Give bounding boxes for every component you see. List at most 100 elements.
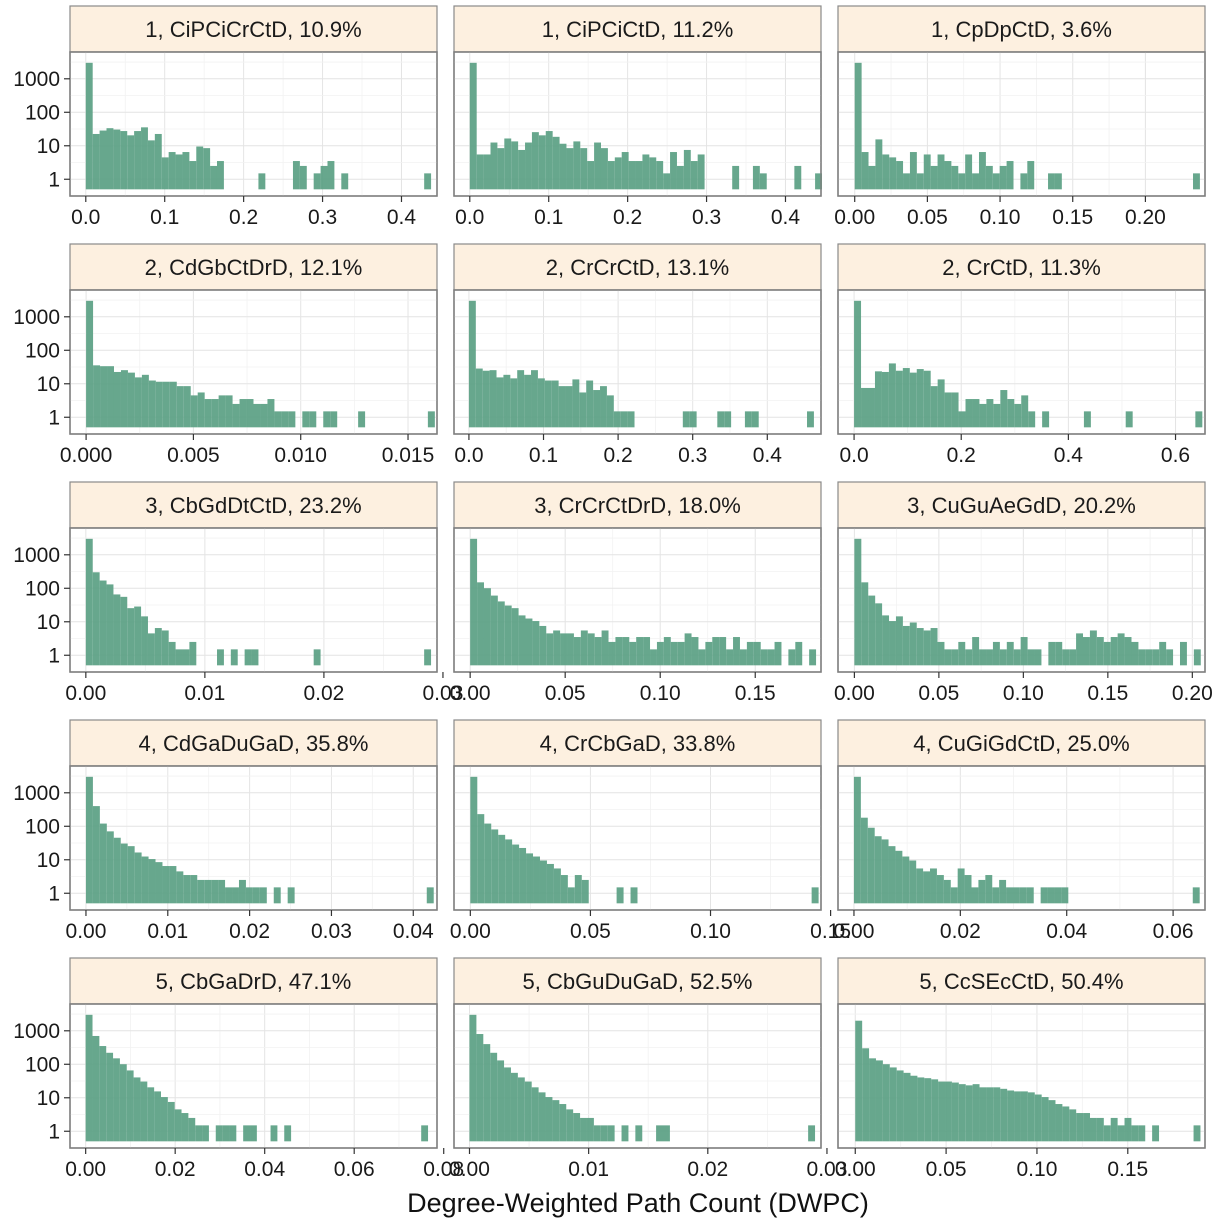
- histogram-bar: [106, 831, 114, 904]
- histogram-bar: [100, 366, 108, 428]
- histogram-bar: [662, 1125, 670, 1142]
- histogram-bar: [176, 871, 184, 904]
- histogram-bar: [944, 161, 952, 190]
- histogram-bar: [330, 411, 338, 428]
- histogram-bar: [902, 856, 910, 904]
- x-tick-label: 0.02: [229, 920, 270, 943]
- histogram-bar: [195, 1125, 203, 1142]
- y-tick-label: 10: [37, 611, 60, 634]
- histogram-bar: [358, 411, 366, 428]
- histogram-bar: [726, 649, 734, 666]
- histogram-bar: [930, 868, 937, 904]
- histogram-bar: [476, 154, 484, 190]
- facet-title: 1, CiPCiCrCtD, 10.9%: [145, 17, 361, 42]
- histogram-bar: [1089, 630, 1097, 666]
- x-tick-label: 0.4: [1054, 444, 1084, 467]
- histogram-bar: [978, 152, 986, 190]
- histogram-bar: [567, 887, 575, 904]
- x-tick-label: 0.0: [454, 444, 483, 467]
- histogram-bar: [608, 641, 616, 666]
- x-tick-label: 0.20: [1125, 206, 1166, 229]
- histogram-bar: [85, 776, 93, 904]
- histogram-bar: [245, 887, 253, 904]
- x-tick-label: 0.4: [387, 206, 417, 229]
- histogram-bar: [1028, 411, 1036, 428]
- histogram-bar: [739, 649, 747, 666]
- histogram-bar: [950, 887, 958, 904]
- histogram-bar: [670, 641, 678, 666]
- histogram-bar: [134, 131, 142, 190]
- x-tick-label: 0.05: [926, 1158, 967, 1181]
- histogram-bar: [204, 399, 212, 428]
- histogram-bar: [979, 1087, 987, 1142]
- histogram-bar: [141, 856, 149, 904]
- histogram-bar: [113, 129, 121, 190]
- histogram-bar: [943, 879, 951, 904]
- histogram-bar: [183, 875, 191, 904]
- y-tick-label: 100: [25, 101, 60, 124]
- y-tick-label: 1000: [13, 1020, 60, 1043]
- histogram-bar: [1055, 641, 1063, 666]
- histogram-bar: [979, 649, 987, 666]
- histogram-bar: [1020, 173, 1028, 190]
- histogram-bar: [518, 615, 526, 666]
- histogram-bar: [1013, 649, 1021, 666]
- y-axis: 1 10 100 1000: [13, 544, 70, 667]
- histogram-bar: [1110, 637, 1118, 666]
- facet-strip: [69, 5, 438, 53]
- histogram-bar: [238, 879, 246, 904]
- plot-border: [453, 527, 822, 673]
- histogram-bar: [127, 372, 135, 428]
- histogram-bar: [1138, 649, 1146, 666]
- facet-panel: 4, CuGiGdCtD, 25.0% 0.00 0.02 0.04 0.06: [834, 719, 1206, 943]
- histogram-bar: [168, 152, 176, 190]
- histogram-bar: [1027, 1092, 1035, 1142]
- histogram-bar: [113, 837, 121, 904]
- x-axis-title: Degree-Weighted Path Count (DWPC): [407, 1188, 869, 1218]
- histogram-bar: [889, 1067, 897, 1142]
- histogram-bar: [287, 887, 295, 904]
- histogram-bar: [503, 374, 511, 428]
- histogram-bar: [586, 380, 594, 428]
- histogram-bar: [341, 173, 349, 190]
- histogram-bar: [292, 161, 300, 190]
- histogram-bar: [1006, 887, 1013, 904]
- histogram-bar: [531, 132, 539, 190]
- histogram-bar: [1131, 1125, 1139, 1142]
- histogram-bar: [183, 386, 191, 428]
- histogram-bar: [511, 608, 519, 666]
- histogram-bar: [896, 161, 904, 190]
- x-tick-label: 0.04: [393, 920, 434, 943]
- histogram-bar: [468, 300, 476, 428]
- y-tick-label: 100: [25, 577, 60, 600]
- histogram-bar: [496, 377, 504, 428]
- histogram-bar: [232, 887, 239, 904]
- y-tick-label: 100: [25, 1053, 60, 1076]
- histogram-bar: [211, 879, 219, 904]
- plot-border: [69, 527, 438, 673]
- histogram-bar: [937, 641, 945, 666]
- histogram-bars: [853, 776, 1200, 904]
- x-tick-label: 0.08: [423, 1158, 464, 1181]
- histogram-bar: [168, 641, 176, 666]
- histogram-bar: [964, 875, 972, 904]
- histogram-bar: [808, 1125, 816, 1142]
- x-tick-label: 0.00: [834, 206, 875, 229]
- histogram-bar: [944, 392, 952, 428]
- histogram-bar: [174, 1109, 182, 1142]
- histogram-bar: [593, 1125, 601, 1142]
- facet-strip: [453, 243, 822, 291]
- histogram-bar: [751, 411, 759, 428]
- histogram-bar: [600, 1125, 608, 1142]
- histogram-bar: [580, 1117, 587, 1142]
- x-tick-label: 0.02: [687, 1158, 728, 1181]
- histogram-bar: [1103, 641, 1111, 666]
- histogram-bar: [767, 649, 775, 666]
- histogram-bar: [99, 1046, 107, 1142]
- histogram-bar: [1000, 390, 1008, 428]
- histogram-bar: [284, 1125, 292, 1142]
- histogram-bar: [622, 637, 630, 666]
- histogram-bar: [497, 1060, 505, 1142]
- x-tick-label: 0.010: [274, 444, 327, 467]
